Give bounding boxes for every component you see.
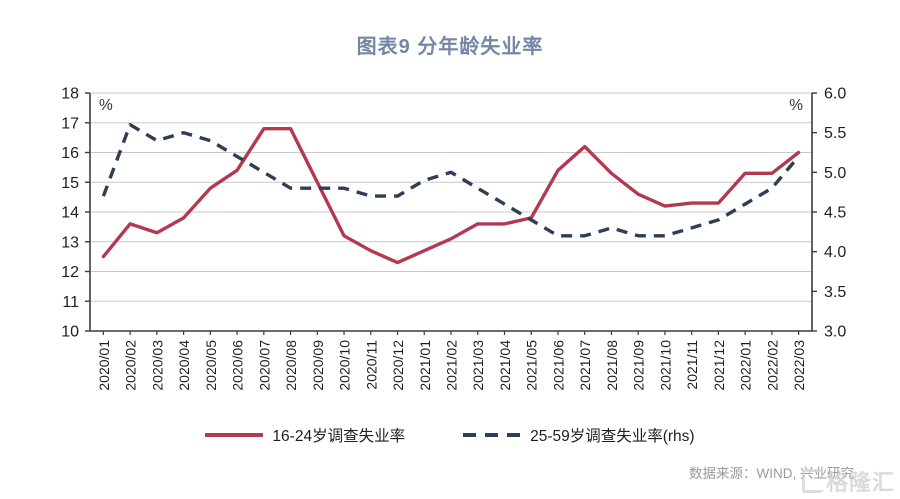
x-tick-label: 2020/11 (363, 340, 379, 390)
x-tick-label: 2022/01 (738, 340, 754, 391)
watermark-text: 格隆汇 (825, 470, 895, 495)
x-tick-label: 2020/04 (176, 340, 192, 391)
legend-item-25-59: 25-59岁调查失业率(rhs) (463, 424, 695, 446)
x-tick-label: 2021/11 (684, 340, 700, 390)
right-axis-tick-label: 3.5 (824, 284, 846, 301)
legend-label-16-24: 16-24岁调查失业率 (272, 428, 406, 445)
left-axis-unit-label: % (99, 97, 113, 114)
x-tick-label: 2021/10 (657, 340, 673, 391)
x-tick-label: 2020/07 (256, 340, 272, 391)
x-tick-label: 2021/01 (417, 340, 433, 391)
x-tick-label: 2020/06 (230, 340, 246, 391)
left-axis-tick-label: 11 (62, 294, 79, 311)
x-tick-label: 2021/04 (497, 340, 513, 391)
x-tick-label: 2020/02 (123, 340, 139, 391)
x-tick-label: 2021/03 (470, 340, 486, 391)
x-tick-label: 2020/01 (96, 340, 112, 391)
x-tick-label: 2021/09 (631, 340, 647, 391)
x-tick-label: 2021/05 (524, 340, 540, 391)
watermark: 格隆汇 (801, 465, 895, 497)
series-line-25-59-rhs (101, 122, 800, 238)
left-axis-tick-label: 13 (61, 234, 79, 251)
left-axis-tick-label: 12 (61, 264, 79, 281)
x-tick-label: 2020/09 (310, 340, 326, 391)
series-line-16-24 (101, 126, 801, 265)
x-tick-label: 2020/10 (337, 340, 353, 391)
right-axis-unit-label: % (789, 97, 803, 114)
left-axis-tick-label: 18 (61, 86, 79, 103)
left-axis-tick-label: 14 (61, 205, 79, 222)
x-tick-label: 2021/08 (604, 340, 620, 391)
watermark-logo-icon (801, 469, 823, 493)
x-tick-label: 2022/02 (764, 340, 780, 391)
x-tick-label: 2020/08 (283, 340, 299, 391)
x-tick-label: 2020/03 (149, 340, 165, 391)
legend-swatch-dashed-navy (463, 433, 522, 437)
left-axis-tick-label: 17 (61, 115, 79, 132)
x-tick-label: 2021/07 (577, 340, 593, 391)
left-axis-tick-label: 10 (61, 324, 79, 341)
legend: 16-24岁调查失业率 25-59岁调查失业率(rhs) (0, 424, 900, 446)
right-axis-tick-label: 4.0 (824, 244, 846, 261)
right-axis-tick-label: 4.5 (824, 205, 846, 222)
right-axis-tick-label: 5.0 (824, 165, 846, 182)
x-tick-label: 2021/02 (444, 340, 460, 391)
right-axis-tick-label: 5.5 (824, 125, 846, 142)
legend-item-16-24: 16-24岁调查失业率 (205, 424, 405, 446)
chart-canvas: 18 17 16 15 14 13 12 11 10 6.0 5.5 5.0 4.5 4.0 3.5 3.0%… (61, 86, 846, 391)
x-tick-label: 2021/06 (550, 340, 566, 391)
legend-label-25-59: 25-59岁调查失业率(rhs) (530, 428, 695, 445)
x-tick-label: 2020/12 (390, 340, 406, 391)
legend-swatch-solid-red (205, 433, 264, 437)
left-axis-tick-label: 16 (61, 145, 79, 162)
right-axis-tick-label: 3.0 (824, 324, 846, 341)
right-axis-tick-label: 6.0 (824, 86, 846, 103)
left-axis-tick-label: 15 (61, 175, 79, 192)
x-tick-label: 2020/05 (203, 340, 219, 391)
chart-title: 图表9 分年龄失业率 (356, 36, 544, 58)
x-tick-label: 2022/03 (791, 340, 807, 391)
x-tick-label: 2021/12 (711, 340, 727, 391)
